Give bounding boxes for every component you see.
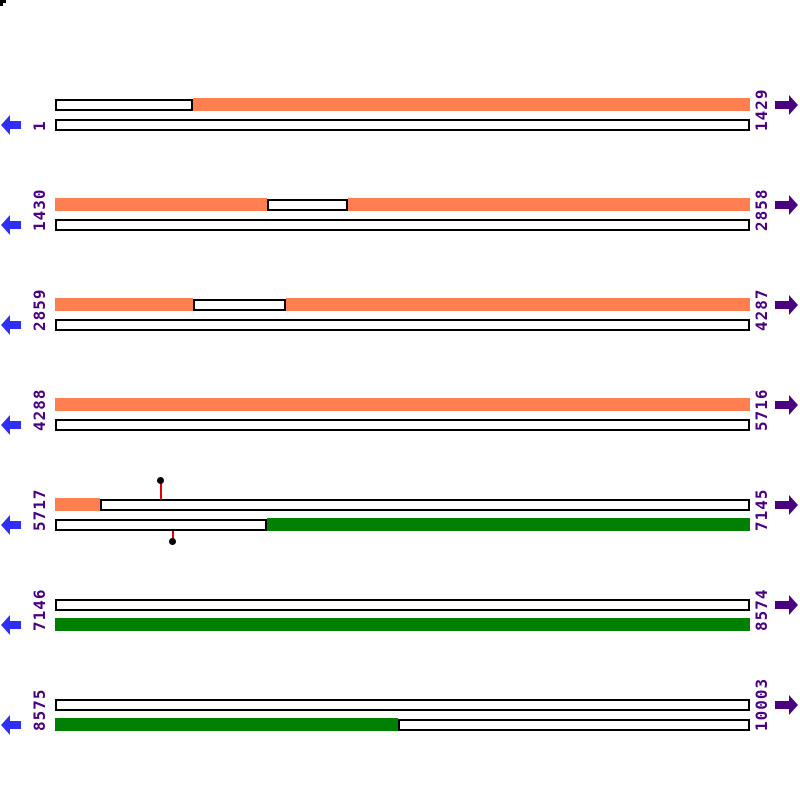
start-coordinate-label: 7146	[30, 588, 49, 631]
feature-bar-orange	[55, 298, 193, 311]
right-arrow-icon[interactable]	[775, 195, 798, 215]
feature-bar-orange	[193, 98, 750, 111]
left-arrow-head	[1, 715, 10, 735]
right-arrow-icon[interactable]	[775, 395, 798, 415]
track-segment-empty	[55, 219, 750, 231]
start-coordinate-label: 1430	[30, 188, 49, 231]
end-coordinate-label: 5716	[752, 388, 771, 431]
sequence-row: 4288 5716	[0, 388, 800, 497]
left-arrow-stem	[10, 421, 21, 429]
track-segment-empty	[55, 319, 750, 331]
start-coordinate-label: 4288	[30, 388, 49, 431]
dot-icon	[169, 538, 176, 545]
right-arrow-head	[789, 695, 798, 715]
sequence-row: 7146 8574	[0, 588, 800, 697]
left-arrow-stem	[10, 721, 21, 729]
track-segment-empty	[55, 119, 750, 131]
marker-stem	[160, 483, 162, 500]
left-arrow-icon[interactable]	[1, 515, 21, 535]
left-arrow-head	[1, 315, 10, 335]
sequence-row: 8575 10003	[0, 678, 800, 797]
feature-bar-orange	[286, 298, 750, 311]
left-arrow-icon[interactable]	[1, 715, 21, 735]
track-segment-empty	[55, 699, 750, 711]
left-arrow-head	[1, 115, 10, 135]
left-arrow-head	[1, 415, 10, 435]
track-segment-empty	[55, 519, 267, 531]
track-segment-empty	[100, 499, 750, 511]
sequence-row: 1 1429	[0, 88, 800, 197]
right-arrow-icon[interactable]	[775, 95, 798, 115]
left-arrow-icon[interactable]	[1, 415, 21, 435]
feature-bar-orange	[348, 198, 750, 211]
track-segment-empty	[55, 419, 750, 431]
left-arrow-head	[1, 215, 10, 235]
sequence-row: 1430 2858	[0, 188, 800, 297]
start-coordinate-label: 5717	[30, 488, 49, 531]
left-arrow-head	[1, 615, 10, 635]
right-arrow-stem	[775, 101, 789, 109]
feature-bar-orange	[55, 398, 750, 411]
sequence-row: 5717 7145	[0, 477, 800, 597]
track-segment-empty	[267, 199, 348, 211]
right-arrow-stem	[775, 201, 789, 209]
end-coordinate-label: 4287	[752, 288, 771, 331]
right-arrow-head	[789, 195, 798, 215]
right-arrow-head	[789, 295, 798, 315]
feature-bar-orange	[55, 498, 100, 511]
right-arrow-head	[789, 595, 798, 615]
right-arrow-stem	[775, 601, 789, 609]
left-arrow-stem	[10, 621, 21, 629]
right-arrow-stem	[775, 401, 789, 409]
end-coordinate-label: 1429	[752, 88, 771, 131]
track-segment-empty	[398, 719, 750, 731]
feature-bar-green	[55, 618, 750, 631]
corner-artifact	[0, 3, 3, 6]
left-arrow-stem	[10, 221, 21, 229]
feature-bar-green	[267, 518, 750, 531]
start-coordinate-label: 2859	[30, 288, 49, 331]
right-arrow-icon[interactable]	[775, 695, 798, 715]
sequence-row: 2859 4287	[0, 288, 800, 397]
track-segment-empty	[55, 599, 750, 611]
left-arrow-icon[interactable]	[1, 315, 21, 335]
right-arrow-stem	[775, 301, 789, 309]
left-arrow-stem	[10, 121, 21, 129]
left-arrow-stem	[10, 521, 21, 529]
left-arrow-icon[interactable]	[1, 615, 21, 635]
track-segment-empty	[193, 299, 286, 311]
track-segment-empty	[55, 99, 193, 111]
left-arrow-icon[interactable]	[1, 115, 21, 135]
left-arrow-head	[1, 515, 10, 535]
right-arrow-head	[789, 95, 798, 115]
feature-bar-orange	[55, 198, 267, 211]
start-coordinate-label: 1	[30, 120, 49, 131]
right-arrow-head	[789, 495, 798, 515]
feature-bar-green	[55, 718, 398, 731]
right-arrow-head	[789, 395, 798, 415]
left-arrow-icon[interactable]	[1, 215, 21, 235]
right-arrow-stem	[775, 501, 789, 509]
end-coordinate-label: 8574	[752, 588, 771, 631]
right-arrow-stem	[775, 701, 789, 709]
start-coordinate-label: 8575	[30, 688, 49, 731]
corner-artifact	[0, 0, 6, 3]
left-arrow-stem	[10, 321, 21, 329]
end-coordinate-label: 2858	[752, 188, 771, 231]
end-coordinate-label: 7145	[752, 488, 771, 531]
right-arrow-icon[interactable]	[775, 495, 798, 515]
right-arrow-icon[interactable]	[775, 295, 798, 315]
marker-stem	[172, 531, 174, 539]
right-arrow-icon[interactable]	[775, 595, 798, 615]
end-coordinate-label: 10003	[752, 677, 771, 731]
dot-icon	[157, 477, 164, 484]
